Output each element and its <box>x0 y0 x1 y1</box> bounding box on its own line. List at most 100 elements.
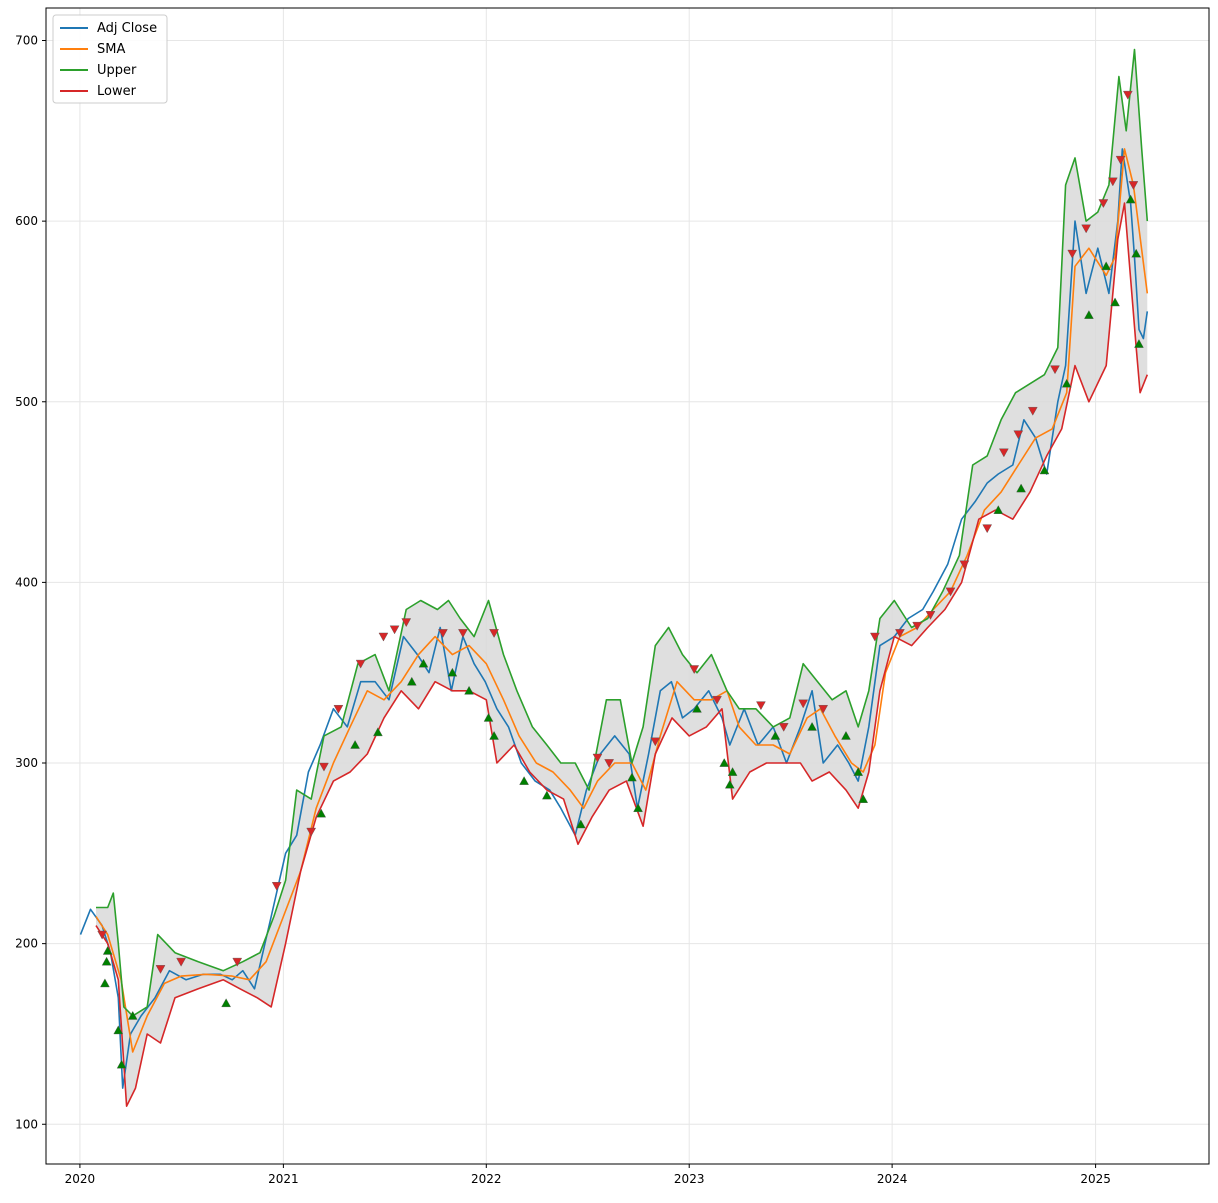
buy-signal-marker <box>692 703 702 713</box>
legend-entry-sma: SMA <box>60 42 125 57</box>
buy-signal-marker <box>1061 378 1072 388</box>
buy-signal-marker <box>102 945 113 955</box>
sell-signal-marker <box>999 448 1009 458</box>
buy-signal-marker <box>100 978 110 988</box>
buy-signal-marker <box>1125 194 1136 204</box>
sell-signal-marker <box>1013 430 1024 440</box>
buy-signal-marker <box>116 1059 127 1069</box>
sell-signal-marker <box>155 965 166 974</box>
buy-signal-marker <box>1101 261 1111 271</box>
y-axis: 100 200 300 400 500 600 700 <box>15 34 46 1131</box>
sell-signal-marker <box>1107 177 1118 187</box>
sell-signal-marker <box>959 560 970 570</box>
sell-signal-marker <box>756 701 766 711</box>
buy-signal-marker <box>724 779 735 789</box>
buy-signal-marker <box>489 731 499 740</box>
sell-signal-marker <box>895 629 905 638</box>
buy-signal-marker <box>853 767 864 776</box>
sell-signal-marker <box>355 659 366 669</box>
sell-signal-marker <box>925 611 936 620</box>
y-tick-label: 300 <box>15 756 38 770</box>
x-tick-label: 2022 <box>471 1172 502 1186</box>
sell-signal-marker <box>1067 249 1078 259</box>
legend: Adj Close SMA Upper Lower <box>52 14 168 104</box>
sell-signal-marker <box>401 618 412 628</box>
sell-signal-marker <box>1115 155 1126 165</box>
sell-signal-marker <box>604 759 614 768</box>
buy-signal-marker <box>633 803 643 812</box>
sell-signal-marker <box>271 882 282 891</box>
x-axis: 2020 2021 2022 2023 2024 2025 <box>65 1164 1111 1186</box>
legend-label-sma: SMA <box>97 42 125 57</box>
buy-signal-marker <box>807 721 817 731</box>
sell-signal-marker <box>1027 406 1038 416</box>
buy-signal-marker <box>447 667 458 677</box>
y-tick-label: 600 <box>15 214 38 228</box>
sell-signal-marker <box>306 827 317 837</box>
y-tick-label: 700 <box>15 34 38 48</box>
buy-signal-marker <box>542 790 552 800</box>
sell-signal-marker <box>378 632 389 642</box>
grid-layer <box>46 8 1209 1164</box>
sell-signal-marker <box>176 957 186 967</box>
sell-signal-marker <box>1050 365 1060 375</box>
buy-signal-marker <box>221 998 231 1008</box>
buy-signal-marker <box>418 658 429 668</box>
sell-signal-marker <box>438 629 448 638</box>
buy-signal-marker <box>575 819 586 829</box>
sell-signal-marker <box>1128 181 1139 190</box>
buy-signal-marker <box>1134 339 1144 348</box>
sell-signal-marker <box>319 762 329 772</box>
sell-signal-marker <box>982 524 993 534</box>
y-tick-label: 400 <box>15 575 38 589</box>
sell-signal-marker <box>333 705 344 714</box>
legend-label-adj-close: Adj Close <box>97 21 157 36</box>
series-line-adj-close <box>79 148 1149 1089</box>
sell-signal-marker <box>232 957 243 967</box>
buy-signal-marker <box>483 712 494 722</box>
buy-signal-marker <box>519 776 529 785</box>
x-tick-label: 2025 <box>1080 1172 1111 1186</box>
sell-signal-marker <box>712 695 722 705</box>
sell-signal-marker <box>389 625 400 635</box>
buy-signal-marker <box>113 1025 124 1035</box>
buy-signal-marker <box>858 794 869 803</box>
buy-signal-marker <box>101 956 112 966</box>
sell-signal-marker <box>1081 224 1091 234</box>
legend-label-upper: Upper <box>97 63 137 78</box>
buy-signal-marker <box>464 685 474 695</box>
sell-signal-marker <box>1122 90 1133 100</box>
x-tick-label: 2021 <box>268 1172 299 1186</box>
legend-box <box>52 14 168 104</box>
buy-signal-marker <box>770 731 781 740</box>
y-tick-label: 500 <box>15 395 38 409</box>
sell-signal-marker <box>818 705 829 714</box>
buy-signal-marker <box>627 772 637 782</box>
sell-signal-marker <box>689 665 700 674</box>
buy-signal-marker <box>316 808 327 818</box>
buy-signal-marker <box>127 1010 138 1020</box>
buy-signal-marker <box>719 758 730 767</box>
signal-marker-layer <box>97 90 1144 1069</box>
sell-signal-marker <box>798 699 809 709</box>
x-tick-label: 2023 <box>674 1172 705 1186</box>
buy-signal-marker <box>1131 248 1142 258</box>
sell-signal-marker <box>912 621 922 631</box>
buy-signal-marker <box>1016 483 1026 493</box>
buy-signal-marker <box>841 731 851 740</box>
sell-signal-marker <box>1098 199 1109 208</box>
sell-signal-marker <box>592 753 603 763</box>
buy-signal-marker <box>1084 310 1094 319</box>
buy-signal-marker <box>1039 465 1050 475</box>
sell-signal-marker <box>945 587 956 597</box>
y-tick-label: 200 <box>15 937 38 951</box>
series-line-upper <box>96 48 1149 1017</box>
legend-label-lower: Lower <box>97 84 137 99</box>
legend-entry-upper: Upper <box>60 63 137 78</box>
sell-signal-marker <box>650 737 661 747</box>
buy-signal-marker <box>373 727 383 737</box>
sell-signal-marker <box>489 629 499 638</box>
